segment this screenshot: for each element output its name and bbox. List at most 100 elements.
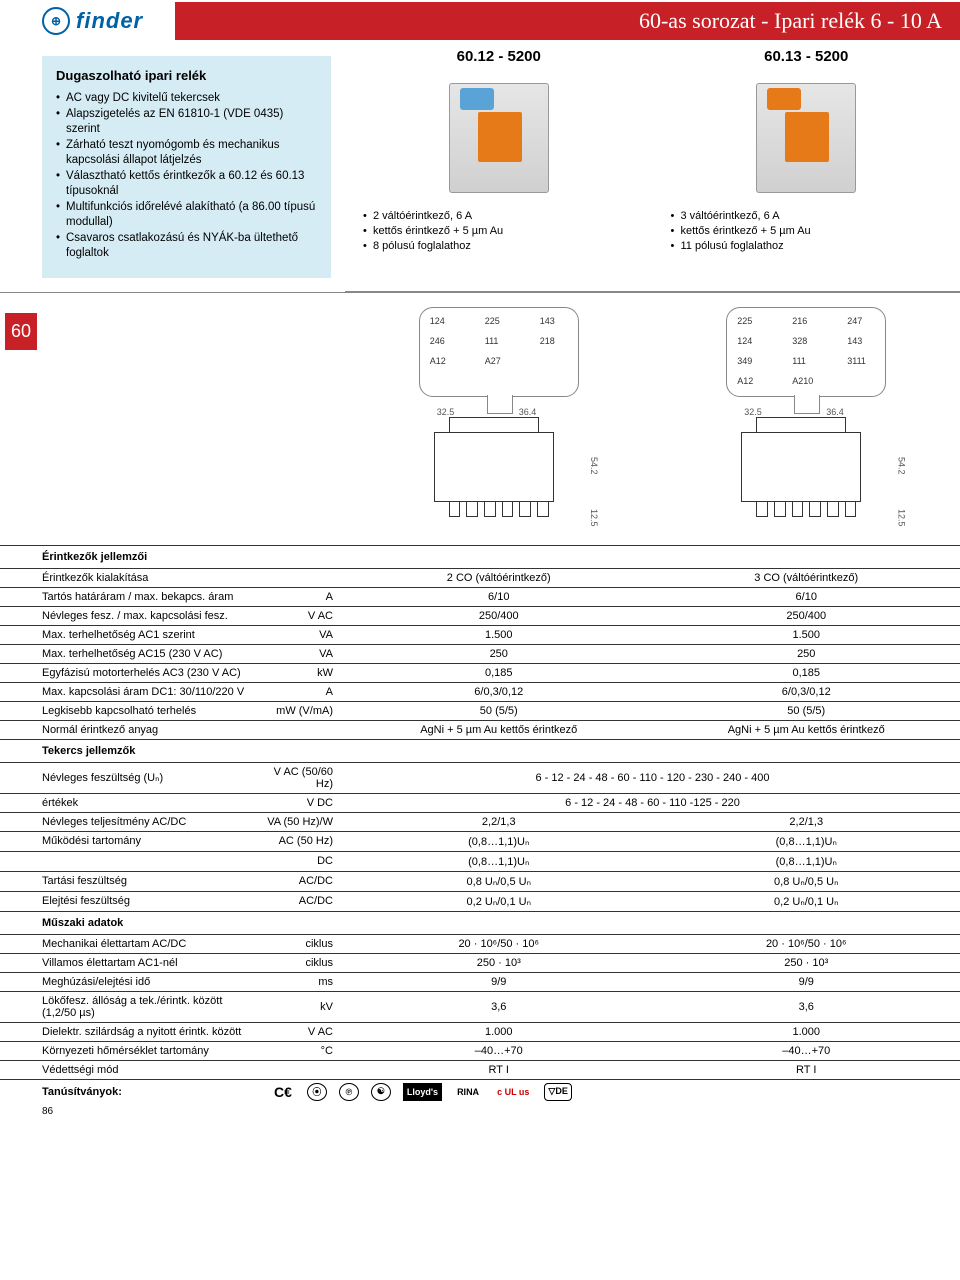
side-tab-label: 60 [5,313,37,350]
pin-label: 124 [737,336,752,346]
spec-unit: ms [255,972,345,991]
spec-value: 3,6 [653,991,960,1022]
spec-row: Névleges fesz. / max. kapcsolási fesz. V… [0,606,960,625]
spec-row: Legkisebb kapcsolható terhelés mW (V/mA)… [0,701,960,720]
model-feature-item: 11 pólusú foglalathoz [671,239,943,254]
spec-value: 0,185 [653,663,960,682]
spec-row: Tartós határáram / max. bekapcs. áram A6… [0,587,960,606]
ccc-icon: ☯ [371,1083,391,1101]
spec-unit: mW (V/mA) [255,701,345,720]
spec-row: Max. terhelhetőség AC1 szerint VA1.500 1… [0,625,960,644]
diagram-cell: 124225143246111218A12A27 32.5 36.4 54.2 … [345,293,653,541]
model-features: 3 váltóérintkező, 6 Akettős érintkező + … [671,209,943,254]
spec-value: 250 [653,644,960,663]
intro-item: Választható kettős érintkezők a 60.12 és… [56,169,317,200]
spec-row: DC(0,8…1,1)Uₙ (0,8…1,1)Uₙ [0,851,960,871]
spec-value: 0,8 Uₙ/0,5 Uₙ [653,871,960,891]
dim-label: 12.5 [896,509,906,527]
pin-label: A12 [430,356,446,366]
spec-value: 20 · 10⁶/50 · 10⁶ [653,934,960,953]
vde-icon: ▽DE [544,1083,571,1101]
diagram-cell: 2252162471243281433491113111A12A210 32.5… [653,293,960,541]
spec-unit: ciklus [255,934,345,953]
page-title: 60-as sorozat - Ipari relék 6 - 10 A [175,2,960,40]
spec-unit: AC/DC [255,871,345,891]
pin-label: 247 [847,316,862,326]
spec-row: Mechanikai élettartam AC/DC ciklus20 · 1… [0,934,960,953]
spec-value: 0,2 Uₙ/0,1 Uₙ [653,891,960,911]
spec-value: 0,185 [345,663,653,682]
intro-item: Zárható teszt nyomógomb és mechanikus ka… [56,138,317,169]
section-title: Műszaki adatok [0,911,960,934]
dim-label: 32.5 [437,407,455,417]
spec-label: Villamos élettartam AC1-nél [0,953,255,972]
intro-item: Multifunkciós időrelévé alakítható (a 86… [56,200,317,231]
spec-label: Tartási feszültség [0,871,255,891]
model-code: 60.13 - 5200 [671,48,943,65]
pin-label: 111 [792,356,806,366]
pin-label: 349 [737,356,752,366]
spec-value: 1.000 [653,1022,960,1041]
spec-value: 20 · 10⁶/50 · 10⁶ [345,934,653,953]
model-feature-item: kettős érintkező + 5 µm Au [671,224,943,239]
spec-value: 0,2 Uₙ/0,1 Uₙ [345,891,653,911]
spec-row: Elejtési feszültség AC/DC0,2 Uₙ/0,1 Uₙ 0… [0,891,960,911]
spec-label: Mechanikai élettartam AC/DC [0,934,255,953]
spec-value: 1.500 [345,625,653,644]
spec-value: 6/0,3/0,12 [653,682,960,701]
pin-label: 216 [792,316,807,326]
spec-unit: V AC [255,1022,345,1041]
spec-row: Egyfázisú motorterhelés AC3 (230 V AC) k… [0,663,960,682]
intro-item: Alapszigetelés az EN 61810-1 (VDE 0435) … [56,107,317,138]
model-features: 2 váltóérintkező, 6 Akettős érintkező + … [363,209,635,254]
rina-icon: RINA [454,1083,482,1101]
spec-unit: AC (50 Hz) [255,831,345,851]
pin-label: 225 [737,316,752,326]
intro-item: AC vagy DC kivitelű tekercsek [56,91,317,107]
spec-value: (0,8…1,1)Uₙ [345,831,653,851]
csa-icon: ⦿ [307,1083,327,1101]
spec-unit: kW [255,663,345,682]
brand-logo-text: finder [76,8,143,34]
spec-unit: AC/DC [255,891,345,911]
dim-label: 54.2 [896,457,906,475]
spec-unit [255,720,345,739]
spec-label: Lökőfesz. állóság a tek./érintk. között … [0,991,255,1022]
spec-value: 1.000 [345,1022,653,1041]
side-tab: 60 [0,293,42,541]
dimension-diagram: 32.5 36.4 54.2 12.5 [399,407,599,527]
product-image [671,73,943,203]
spec-label: Dielektr. szilárdság a nyitott érintk. k… [0,1022,255,1041]
dim-label: 12.5 [589,509,599,527]
spec-value: 6/0,3/0,12 [345,682,653,701]
spec-label: Normál érintkező anyag [0,720,255,739]
spec-row: Működési tartomány AC (50 Hz)(0,8…1,1)Uₙ… [0,831,960,851]
spec-unit: A [255,682,345,701]
spec-value: 3 CO (váltóérintkező) [653,568,960,587]
spec-label: Érintkezők kialakítása [0,568,255,587]
spec-value: 2,2/1,3 [653,812,960,831]
spec-value: AgNi + 5 µm Au kettős érintkező [345,720,653,739]
spec-value: 250 · 10³ [653,953,960,972]
spec-value: 9/9 [653,972,960,991]
pin-label: 143 [847,336,862,346]
spec-row: Tartási feszültség AC/DC0,8 Uₙ/0,5 Uₙ 0,… [0,871,960,891]
spec-unit: VA [255,644,345,663]
dim-label: 32.5 [744,407,762,417]
spec-label: Névleges fesz. / max. kapcsolási fesz. [0,606,255,625]
brand-logo: ⊕ finder [0,7,175,35]
pin-label: 111 [485,336,499,346]
intro-heading: Dugaszolható ipari relék [56,68,317,83]
spec-label [0,851,255,871]
spec-value: 2 CO (váltóérintkező) [345,568,653,587]
spec-row: Normál érintkező anyag AgNi + 5 µm Au ke… [0,720,960,739]
spec-label: Névleges feszültség (Uₙ) [0,762,255,793]
pin-diagram: 124225143246111218A12A27 [419,307,579,397]
spec-row: Max. kapcsolási áram DC1: 30/110/220 V A… [0,682,960,701]
model-column: 60.12 - 5200 2 váltóérintkező, 6 Akettős… [345,42,653,291]
spec-label: Tartós határáram / max. bekapcs. áram [0,587,255,606]
cert-icons: C€ ⦿ ℗ ☯ Lloyd's RINA c UL us ▽DE [255,1079,960,1104]
pin-label: A210 [792,376,813,386]
page-header: ⊕ finder 60-as sorozat - Ipari relék 6 -… [0,0,960,42]
spec-row: Dielektr. szilárdság a nyitott érintk. k… [0,1022,960,1041]
